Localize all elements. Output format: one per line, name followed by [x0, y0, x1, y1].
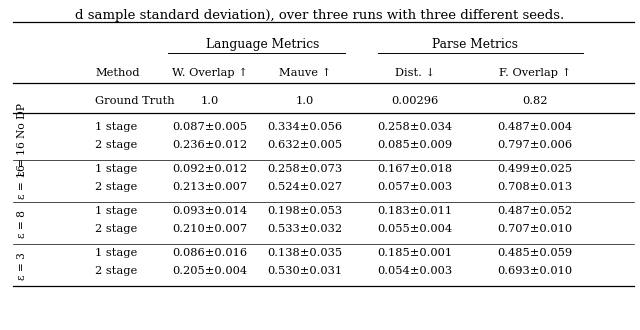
Text: 0.183±0.011: 0.183±0.011 — [378, 206, 452, 216]
Text: W. Overlap ↑: W. Overlap ↑ — [172, 68, 248, 78]
Text: 0.82: 0.82 — [522, 96, 548, 106]
Text: 0.334±0.056: 0.334±0.056 — [268, 122, 342, 132]
Text: 0.093±0.014: 0.093±0.014 — [172, 206, 248, 216]
Text: 0.487±0.052: 0.487±0.052 — [497, 206, 573, 216]
Text: 0.055±0.004: 0.055±0.004 — [378, 224, 452, 234]
Text: ε = 8: ε = 8 — [17, 210, 27, 238]
Text: 0.092±0.012: 0.092±0.012 — [172, 164, 248, 174]
Text: 0.213±0.007: 0.213±0.007 — [172, 182, 248, 192]
Text: Language Metrics: Language Metrics — [206, 38, 319, 51]
Text: 0.085±0.009: 0.085±0.009 — [378, 140, 452, 150]
Text: ε = 16: ε = 16 — [17, 165, 27, 199]
Text: 1 stage: 1 stage — [95, 206, 137, 216]
Text: 0.057±0.003: 0.057±0.003 — [378, 182, 452, 192]
Text: Dist. ↓: Dist. ↓ — [395, 68, 435, 78]
Text: 0.210±0.007: 0.210±0.007 — [172, 224, 248, 234]
Text: 0.693±0.010: 0.693±0.010 — [497, 266, 573, 276]
Text: 1 stage: 1 stage — [95, 164, 137, 174]
Text: Parse Metrics: Parse Metrics — [432, 38, 518, 51]
Text: 1 stage: 1 stage — [95, 248, 137, 258]
Text: 0.797±0.006: 0.797±0.006 — [497, 140, 573, 150]
Text: 0.707±0.010: 0.707±0.010 — [497, 224, 573, 234]
Text: 1 stage: 1 stage — [95, 122, 137, 132]
Text: 0.087±0.005: 0.087±0.005 — [172, 122, 248, 132]
Text: 0.632±0.005: 0.632±0.005 — [268, 140, 342, 150]
Text: 0.258±0.073: 0.258±0.073 — [268, 164, 342, 174]
Text: 0.167±0.018: 0.167±0.018 — [378, 164, 452, 174]
Text: 0.198±0.053: 0.198±0.053 — [268, 206, 342, 216]
Text: 1.0: 1.0 — [201, 96, 219, 106]
Text: 0.258±0.034: 0.258±0.034 — [378, 122, 452, 132]
Text: 0.086±0.016: 0.086±0.016 — [172, 248, 248, 258]
Text: 0.00296: 0.00296 — [392, 96, 438, 106]
Text: 0.054±0.003: 0.054±0.003 — [378, 266, 452, 276]
Text: Ground Truth: Ground Truth — [95, 96, 175, 106]
Text: 2 stage: 2 stage — [95, 266, 137, 276]
Text: 0.185±0.001: 0.185±0.001 — [378, 248, 452, 258]
Text: 0.499±0.025: 0.499±0.025 — [497, 164, 573, 174]
Text: 0.533±0.032: 0.533±0.032 — [268, 224, 342, 234]
Text: 0.487±0.004: 0.487±0.004 — [497, 122, 573, 132]
Text: ε = 3: ε = 3 — [17, 252, 27, 280]
Text: 0.205±0.004: 0.205±0.004 — [172, 266, 248, 276]
Text: 0.236±0.012: 0.236±0.012 — [172, 140, 248, 150]
Text: 0.530±0.031: 0.530±0.031 — [268, 266, 342, 276]
Text: 0.138±0.035: 0.138±0.035 — [268, 248, 342, 258]
Text: 2 stage: 2 stage — [95, 224, 137, 234]
Text: d sample standard deviation), over three runs with three different seeds.: d sample standard deviation), over three… — [76, 9, 564, 22]
Text: 0.524±0.027: 0.524±0.027 — [268, 182, 342, 192]
Text: 2 stage: 2 stage — [95, 140, 137, 150]
Text: Mauve ↑: Mauve ↑ — [279, 68, 331, 78]
Text: F. Overlap ↑: F. Overlap ↑ — [499, 68, 571, 78]
Text: 0.485±0.059: 0.485±0.059 — [497, 248, 573, 258]
Text: 0.708±0.013: 0.708±0.013 — [497, 182, 573, 192]
Text: 1.0: 1.0 — [296, 96, 314, 106]
Text: 2 stage: 2 stage — [95, 182, 137, 192]
Text: ε = 16 No DP: ε = 16 No DP — [17, 104, 27, 177]
Text: Method: Method — [95, 68, 140, 78]
